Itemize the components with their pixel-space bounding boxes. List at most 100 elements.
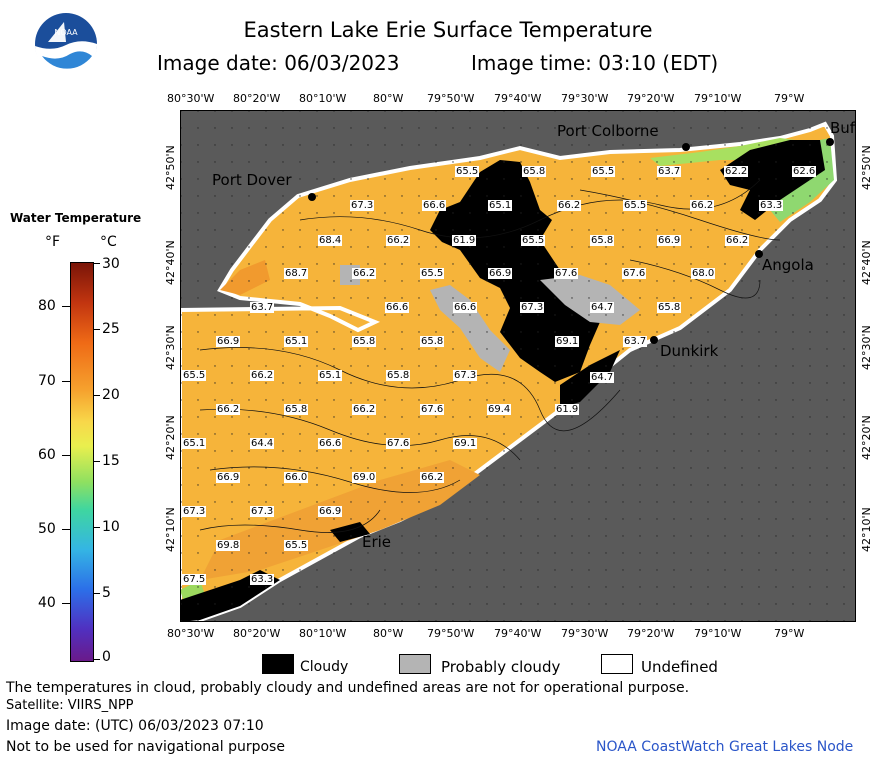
city-erie: Erie <box>362 533 392 551</box>
lat-label: 42°50'N <box>860 145 873 190</box>
c-tick: 0 <box>102 649 111 665</box>
temp-label: 65.5 <box>521 235 546 246</box>
noaa-logo-text: NOAA <box>54 28 78 37</box>
c-tick-mark <box>93 263 100 264</box>
lon-label: 80°30'W <box>167 627 215 640</box>
temp-label: 65.5 <box>623 200 648 211</box>
lon-label: 79°50'W <box>427 92 475 105</box>
lon-label: 79°10'W <box>694 92 742 105</box>
c-tick: 25 <box>102 321 120 337</box>
image-date: Image date: 06/03/2023 <box>157 51 400 75</box>
c-tick: 15 <box>102 453 120 469</box>
lon-label: 80°20'W <box>233 92 281 105</box>
lat-label: 42°30'N <box>164 325 177 370</box>
temp-label: 63.3 <box>759 200 784 211</box>
temp-label: 69.8 <box>216 540 241 551</box>
undefined-swatch <box>601 654 633 674</box>
temp-label: 63.3 <box>250 574 275 585</box>
lon-label: 79°20'W <box>627 627 675 640</box>
temp-label: 69.1 <box>555 336 580 347</box>
c-tick: 10 <box>102 519 120 535</box>
lon-label: 79°10'W <box>694 627 742 640</box>
lon-label: 80°W <box>373 627 404 640</box>
temp-label: 66.2 <box>725 235 750 246</box>
utc-date-text: Image date: (UTC) 06/03/2023 07:10 <box>6 718 264 734</box>
temp-label: 66.2 <box>352 268 377 279</box>
map-svg <box>178 110 856 624</box>
temp-label: 65.8 <box>522 166 547 177</box>
temp-label: 65.5 <box>455 166 480 177</box>
temp-label: 66.0 <box>284 472 309 483</box>
lon-label: 79°40'W <box>494 627 542 640</box>
temp-label: 62.2 <box>724 166 749 177</box>
lon-label: 80°30'W <box>167 92 215 105</box>
temp-label: 66.9 <box>216 336 241 347</box>
c-tick-mark <box>93 329 100 330</box>
temp-label: 63.7 <box>657 166 682 177</box>
temp-label: 66.2 <box>386 235 411 246</box>
temp-label: 66.9 <box>216 472 241 483</box>
temp-label: 65.5 <box>420 268 445 279</box>
temp-label: 67.3 <box>250 506 275 517</box>
city-buffalo: Buf <box>830 119 856 137</box>
lat-label: 42°40'N <box>164 240 177 285</box>
temp-label: 67.3 <box>453 370 478 381</box>
lon-label: 79°W <box>774 92 805 105</box>
credit-text: NOAA CoastWatch Great Lakes Node <box>596 739 854 755</box>
temp-label: 66.6 <box>453 302 478 313</box>
temp-label: 66.6 <box>318 438 343 449</box>
temp-label: 67.5 <box>182 574 207 585</box>
lon-label: 80°10'W <box>299 92 347 105</box>
temp-label: 65.1 <box>318 370 343 381</box>
temp-label: 66.9 <box>488 268 513 279</box>
c-tick-mark <box>93 395 100 396</box>
temp-label: 61.9 <box>452 235 477 246</box>
temperature-map[interactable]: Port Colborne Buf Port Dover Angola Dunk… <box>178 110 856 624</box>
city-dunkirk: Dunkirk <box>660 342 719 360</box>
temp-label: 66.2 <box>420 472 445 483</box>
lon-label: 80°10'W <box>299 627 347 640</box>
temp-label: 63.7 <box>623 336 648 347</box>
lon-label: 80°20'W <box>233 627 281 640</box>
temp-label: 67.6 <box>386 438 411 449</box>
lat-label: 42°50'N <box>164 145 177 190</box>
c-tick: 5 <box>102 585 111 601</box>
city-port-dover: Port Dover <box>212 171 292 189</box>
probably-cloudy-swatch <box>399 654 431 674</box>
lat-label: 42°10'N <box>164 507 177 552</box>
map-border <box>180 110 856 622</box>
lat-label: 42°10'N <box>860 507 873 552</box>
grid-overlay <box>180 110 856 622</box>
temp-label: 67.3 <box>350 200 375 211</box>
temp-label: 66.2 <box>352 404 377 415</box>
lon-label: 79°40'W <box>494 92 542 105</box>
buffalo-marker <box>826 138 834 146</box>
c-tick-mark <box>93 527 100 528</box>
probably-cloudy-label: Probably cloudy <box>441 658 561 676</box>
f-tick-mark <box>62 603 70 604</box>
temp-label: 65.5 <box>591 166 616 177</box>
port-dover-marker <box>308 193 316 201</box>
port-colborne-marker <box>682 143 690 151</box>
lat-label: 42°40'N <box>860 240 873 285</box>
temp-label: 62.6 <box>792 166 817 177</box>
lon-label: 79°30'W <box>561 92 609 105</box>
cloudy-swatch <box>262 654 294 674</box>
f-tick: 70 <box>38 373 56 389</box>
temp-label: 67.6 <box>554 268 579 279</box>
c-tick: 30 <box>102 256 120 272</box>
f-tick: 50 <box>38 521 56 537</box>
temp-label: 64.7 <box>590 302 615 313</box>
f-tick-mark <box>62 455 70 456</box>
lat-label: 42°20'N <box>164 415 177 460</box>
noaa-logo: NOAA <box>34 12 98 77</box>
lon-label: 79°50'W <box>427 627 475 640</box>
temp-label: 66.9 <box>318 506 343 517</box>
lon-label: 79°W <box>774 627 805 640</box>
f-tick: 60 <box>38 447 56 463</box>
temp-label: 65.8 <box>352 336 377 347</box>
temp-label: 66.6 <box>422 200 447 211</box>
temp-label: 65.5 <box>182 370 207 381</box>
temp-label: 69.1 <box>453 438 478 449</box>
lon-label: 79°30'W <box>561 627 609 640</box>
